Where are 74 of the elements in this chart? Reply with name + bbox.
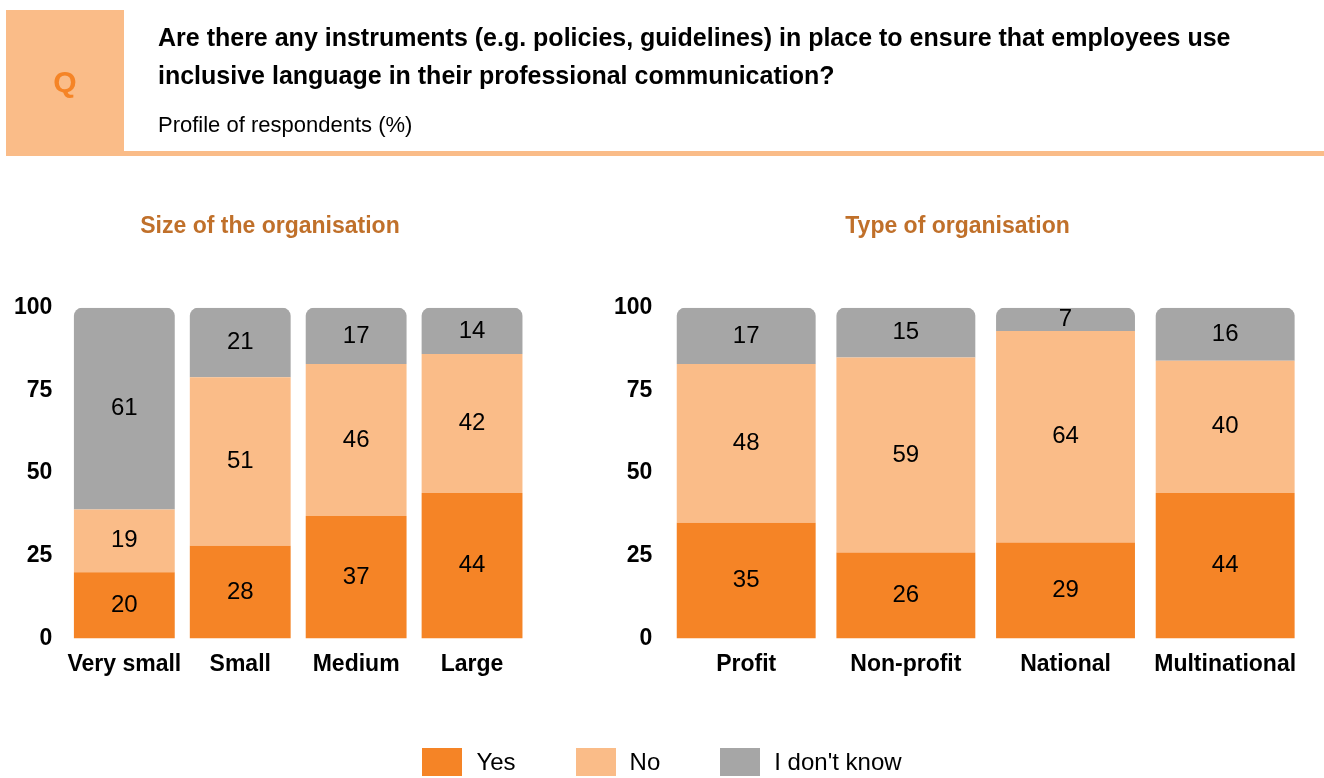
bar — [73, 572, 175, 639]
y-tick-label: 50 — [626, 458, 653, 485]
data-label: 64 — [1052, 421, 1079, 449]
x-tick-label: National — [1020, 649, 1111, 676]
chart-title: Type of organisation — [844, 212, 1071, 239]
bar — [305, 307, 407, 364]
legend-label: I don't know — [774, 748, 902, 776]
y-tick-label: 0 — [639, 623, 653, 650]
y-tick-label: 50 — [26, 458, 53, 485]
data-label: 46 — [342, 424, 370, 452]
x-tick-label: Very small — [67, 649, 182, 676]
data-label: 14 — [458, 315, 486, 343]
legend-label: Yes — [476, 748, 516, 776]
text: Are there any instruments (e.g. policies, guidelines) in place to ensure that employees use inclusive language in their professional communication? — [158, 22, 1232, 91]
y-tick-label: 0 — [39, 623, 53, 650]
y-tick-label: 75 — [626, 375, 653, 402]
data-label: 42 — [458, 408, 486, 436]
bar — [1155, 492, 1295, 639]
bar — [421, 492, 523, 639]
bar — [836, 357, 976, 553]
x-tick-label: Multinational — [1154, 649, 1297, 676]
data-label: 44 — [458, 550, 486, 578]
data-label: 40 — [1211, 411, 1239, 439]
x-tick-label: Non-profit — [850, 649, 962, 676]
legend-label: No — [629, 748, 661, 776]
bar — [676, 522, 816, 639]
data-label: 29 — [1052, 575, 1079, 603]
chart-title: Size of the organisation — [139, 212, 401, 239]
bar — [1155, 307, 1295, 361]
bar — [421, 354, 523, 493]
data-label: 15 — [892, 317, 920, 345]
x-tick-label: Profit — [716, 649, 777, 676]
y-tick-label: 100 — [614, 293, 653, 320]
bar — [421, 307, 523, 355]
data-label: 37 — [342, 561, 370, 589]
data-label: 28 — [226, 576, 254, 604]
x-tick-label: Large — [440, 649, 504, 676]
bar — [996, 542, 1135, 639]
bar — [73, 307, 175, 510]
bar — [305, 364, 407, 517]
text: Profile of respondents (%) — [158, 112, 413, 138]
bar — [836, 552, 976, 639]
bar — [996, 307, 1135, 331]
data-label: 35 — [732, 565, 760, 593]
data-label: 17 — [342, 320, 370, 348]
x-tick-label: Small — [209, 649, 271, 676]
bar — [836, 307, 976, 358]
bar — [305, 516, 407, 639]
data-label: 19 — [110, 525, 138, 553]
y-tick-label: 100 — [14, 293, 53, 320]
data-label: 21 — [226, 327, 254, 355]
bar — [189, 545, 291, 639]
data-label: 48 — [732, 427, 760, 455]
bar — [1155, 360, 1295, 493]
data-label: 59 — [892, 439, 920, 467]
data-label: 26 — [892, 580, 920, 608]
data-label: 44 — [1211, 550, 1239, 578]
text: Q — [6, 10, 124, 153]
bar — [189, 377, 291, 546]
bar — [676, 364, 816, 523]
data-label: 16 — [1211, 318, 1239, 346]
bar — [676, 307, 816, 364]
bar — [73, 509, 175, 573]
bar — [189, 307, 291, 378]
x-tick-label: Medium — [312, 649, 400, 676]
bar — [996, 330, 1135, 543]
y-tick-label: 75 — [26, 375, 53, 402]
data-label: 61 — [110, 393, 138, 421]
data-label: 7 — [1058, 304, 1073, 331]
data-label: 20 — [110, 589, 138, 617]
y-tick-label: 25 — [26, 541, 53, 568]
data-label: 51 — [226, 446, 254, 474]
data-label: 17 — [732, 320, 760, 348]
y-tick-label: 25 — [626, 541, 653, 568]
